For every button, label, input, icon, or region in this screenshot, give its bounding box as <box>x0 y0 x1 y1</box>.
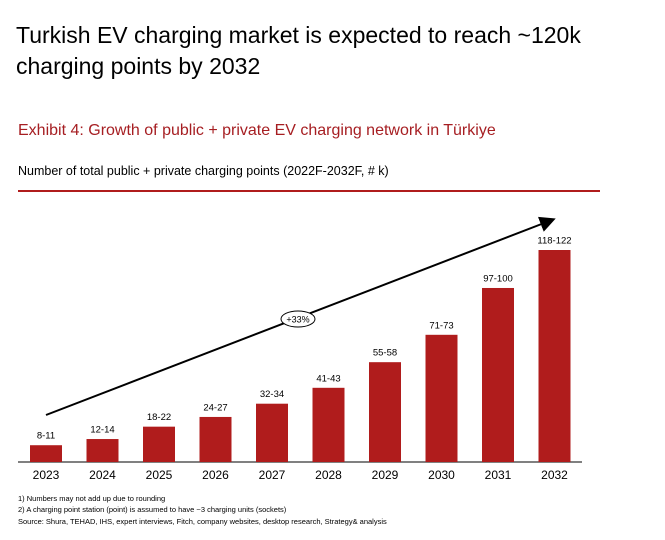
x-tick-label: 2026 <box>202 468 229 482</box>
x-tick-label: 2024 <box>89 468 116 482</box>
x-tick-label: 2027 <box>259 468 286 482</box>
x-tick-label: 2023 <box>33 468 60 482</box>
value-label: 41-43 <box>316 373 340 384</box>
subtitle: Exhibit 4: Growth of public + private EV… <box>18 122 496 139</box>
bar <box>312 387 345 462</box>
x-tick-label: 2029 <box>372 468 399 482</box>
bar <box>369 362 401 462</box>
value-label: 32-34 <box>260 389 284 400</box>
value-label: 55-58 <box>373 348 397 359</box>
bar <box>30 445 62 462</box>
value-label: 71-73 <box>429 320 453 331</box>
footnote: 2) A charging point station (point) is a… <box>18 505 287 514</box>
bar <box>425 334 458 462</box>
source: Source: Shura, TEHAD, IHS, expert interv… <box>18 517 387 526</box>
bar <box>482 287 514 462</box>
value-label: 18-22 <box>147 412 171 423</box>
x-tick-label: 2030 <box>428 468 455 482</box>
x-tick-label: 2028 <box>315 468 342 482</box>
x-tick-label: 2025 <box>146 468 173 482</box>
annotation-box <box>280 310 316 328</box>
bar <box>199 416 232 462</box>
bar <box>538 250 571 462</box>
bar <box>256 403 288 462</box>
value-label: 118-122 <box>537 236 571 247</box>
value-label: 12-14 <box>90 425 114 436</box>
value-label: 8-11 <box>37 431 55 442</box>
x-tick-label: 2032 <box>541 468 568 482</box>
x-tick-label: 2031 <box>485 468 512 482</box>
annotation: +33% <box>286 314 309 324</box>
axis-label: Number of total public + private chargin… <box>18 164 389 178</box>
title: Turkish EV charging market is expected t… <box>16 22 581 79</box>
bar <box>86 439 119 462</box>
footnote: 1) Numbers may not add up due to roundin… <box>18 494 166 503</box>
value-label: 97-100 <box>483 273 513 284</box>
value-label: 24-27 <box>203 402 227 413</box>
bar <box>143 426 175 462</box>
